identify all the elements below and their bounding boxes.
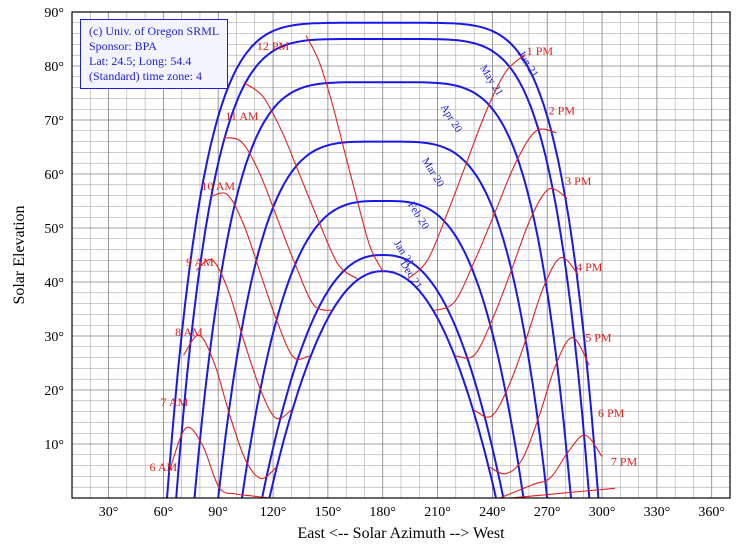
hour-label: 3 PM bbox=[565, 174, 592, 188]
y-tick-label: 60° bbox=[44, 168, 64, 183]
x-tick-label: 210° bbox=[424, 505, 451, 520]
y-tick-label: 40° bbox=[44, 276, 64, 291]
y-tick-label: 80° bbox=[44, 60, 64, 75]
info-box: (c) Univ. of Oregon SRMLSponsor: BPALat:… bbox=[80, 19, 228, 89]
hour-label: 10 AM bbox=[201, 179, 235, 193]
x-axis-title: East <-- Solar Azimuth --> West bbox=[297, 525, 505, 542]
sun-path-chart: Dec 21Jan 21Feb 20Mar 20Apr 20May 21Jun … bbox=[0, 0, 750, 550]
y-tick-label: 50° bbox=[44, 222, 64, 237]
hour-label: 5 PM bbox=[585, 330, 612, 344]
x-tick-label: 330° bbox=[644, 505, 671, 520]
hour-label: 9 AM bbox=[186, 255, 214, 269]
x-tick-label: 150° bbox=[315, 505, 342, 520]
info-box-line: Lat: 24.5; Long: 54.4 bbox=[89, 54, 219, 69]
y-tick-label: 70° bbox=[44, 114, 64, 129]
x-tick-label: 30° bbox=[99, 505, 119, 520]
hour-label: 11 AM bbox=[225, 109, 259, 123]
x-tick-label: 360° bbox=[698, 505, 725, 520]
hour-label: 2 PM bbox=[549, 104, 576, 118]
hour-label: 7 AM bbox=[161, 395, 189, 409]
info-box-line: (Standard) time zone: 4 bbox=[89, 69, 219, 84]
x-tick-label: 270° bbox=[534, 505, 561, 520]
hour-label: 6 AM bbox=[150, 460, 178, 474]
x-tick-label: 60° bbox=[154, 505, 174, 520]
y-tick-label: 10° bbox=[44, 438, 64, 453]
hour-label: 7 PM bbox=[611, 455, 638, 469]
hour-label: 1 PM bbox=[527, 44, 554, 58]
hour-label: 6 PM bbox=[598, 406, 625, 420]
x-tick-label: 300° bbox=[589, 505, 616, 520]
hour-label: 8 AM bbox=[175, 325, 203, 339]
x-tick-label: 120° bbox=[260, 505, 287, 520]
y-tick-label: 90° bbox=[44, 6, 64, 21]
x-tick-label: 90° bbox=[208, 505, 228, 520]
y-axis-title: Solar Elevation bbox=[11, 205, 28, 304]
info-box-line: Sponsor: BPA bbox=[89, 39, 219, 54]
x-tick-label: 240° bbox=[479, 505, 506, 520]
info-box-line: (c) Univ. of Oregon SRML bbox=[89, 24, 219, 39]
hour-label: 4 PM bbox=[576, 260, 603, 274]
y-tick-label: 30° bbox=[44, 330, 64, 345]
x-tick-label: 180° bbox=[369, 505, 396, 520]
hour-label: 12 PM bbox=[257, 39, 290, 53]
y-tick-label: 20° bbox=[44, 384, 64, 399]
